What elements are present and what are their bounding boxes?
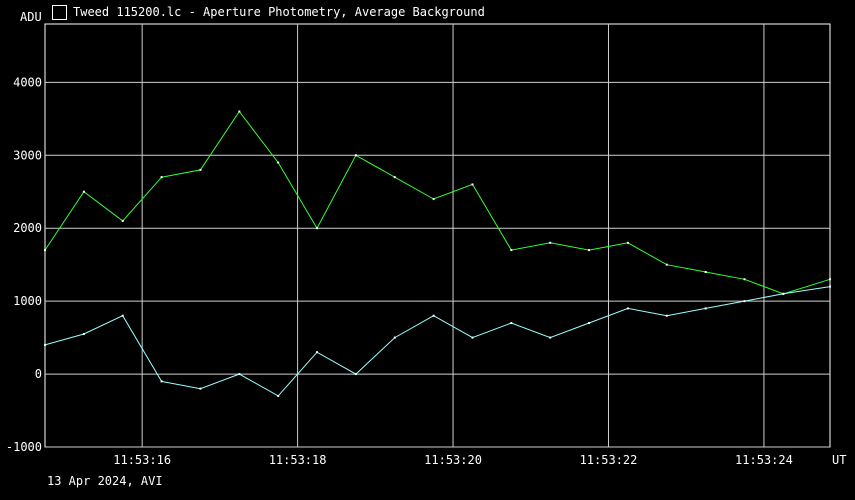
data-point	[199, 387, 202, 390]
data-point	[160, 176, 163, 179]
data-point	[432, 314, 435, 317]
x-unit-label: UT	[832, 453, 846, 467]
data-point	[782, 292, 785, 295]
x-tick-label: 11:53:24	[735, 453, 793, 467]
data-point	[277, 161, 280, 164]
x-tick-label: 11:53:16	[113, 453, 171, 467]
data-point	[743, 278, 746, 281]
series-line-1	[44, 110, 831, 295]
data-point	[588, 322, 591, 325]
data-point	[238, 373, 241, 376]
data-point	[82, 332, 85, 335]
data-point	[316, 227, 319, 230]
data-point	[354, 373, 357, 376]
y-tick-label: -1000	[6, 440, 42, 454]
data-point	[432, 198, 435, 201]
y-tick-label: 0	[35, 367, 42, 381]
series-line-2	[44, 286, 831, 397]
x-tick-label: 11:53:22	[580, 453, 638, 467]
y-tick-label: 3000	[13, 148, 42, 162]
data-point	[829, 278, 831, 281]
data-point	[238, 110, 241, 113]
data-point	[354, 154, 357, 157]
plot-frame	[44, 23, 831, 448]
y-tick-label: 2000	[13, 221, 42, 235]
data-point	[82, 190, 85, 193]
data-point	[510, 322, 513, 325]
footer-date: 13 Apr 2024, AVI	[47, 474, 163, 488]
data-point	[316, 351, 319, 354]
x-tick-label: 11:53:18	[269, 453, 327, 467]
data-point	[44, 249, 46, 252]
app-icon	[52, 4, 67, 20]
data-point	[829, 285, 831, 288]
data-point	[277, 394, 280, 397]
data-point	[626, 307, 629, 310]
data-point	[704, 307, 707, 310]
data-point	[704, 270, 707, 273]
data-point	[471, 183, 474, 186]
data-point	[743, 300, 746, 303]
data-point	[121, 314, 124, 317]
window-title: Tweed 115200.lc - Aperture Photometry, A…	[73, 5, 485, 19]
data-point	[549, 241, 552, 244]
data-point	[393, 176, 396, 179]
title-bar: Tweed 115200.lc - Aperture Photometry, A…	[52, 3, 485, 21]
data-point	[44, 343, 46, 346]
data-point	[471, 336, 474, 339]
y-axis-label: ADU	[20, 10, 42, 24]
y-tick-label: 1000	[13, 294, 42, 308]
data-point	[121, 219, 124, 222]
data-point	[626, 241, 629, 244]
data-point	[393, 336, 396, 339]
data-point	[160, 380, 163, 383]
x-tick-label: 11:53:20	[424, 453, 482, 467]
data-point	[665, 314, 668, 317]
data-point	[665, 263, 668, 266]
y-tick-label: 4000	[13, 75, 42, 89]
data-point	[549, 336, 552, 339]
data-point	[199, 168, 202, 171]
data-point	[588, 249, 591, 252]
data-point	[510, 249, 513, 252]
